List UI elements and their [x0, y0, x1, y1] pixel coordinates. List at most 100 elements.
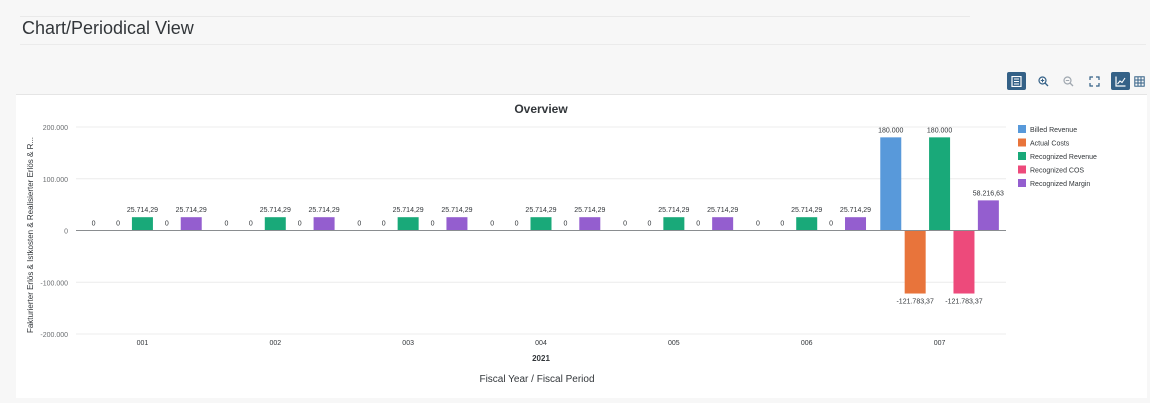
overview-chart: Overview 200.000 100.000 0 -100.000 -200.000…	[26, 102, 1097, 385]
data-label: 25.714,29	[393, 207, 424, 214]
legend-swatch[interactable]	[1018, 125, 1026, 133]
x-tick-label: 002	[269, 340, 281, 347]
data-label: 0	[563, 221, 567, 228]
data-label: 25.714,29	[441, 207, 472, 214]
data-label: 25.714,29	[176, 207, 207, 214]
legend-swatch[interactable]	[1018, 138, 1026, 147]
y-tick-label: -100.000	[40, 280, 68, 287]
data-label: 0	[116, 221, 120, 228]
legend-toggle-button[interactable]	[1007, 72, 1026, 90]
data-label: 0	[756, 221, 760, 228]
data-label: 25.714,29	[707, 207, 738, 214]
bar[interactable]	[880, 137, 902, 231]
legend-swatch[interactable]	[1018, 165, 1026, 174]
table-view-button[interactable]	[1130, 72, 1149, 90]
data-label: 0	[382, 221, 386, 228]
fullscreen-icon	[1089, 75, 1100, 87]
data-label: 58.216,63	[973, 190, 1004, 197]
data-label: 0	[225, 221, 229, 228]
bar[interactable]	[131, 217, 153, 231]
data-label: 0	[490, 221, 494, 228]
bar[interactable]	[712, 217, 734, 231]
data-label: -121.783,37	[896, 299, 933, 306]
bar[interactable]	[929, 137, 951, 231]
bar[interactable]	[397, 217, 419, 231]
chart-toolbar	[1007, 72, 1147, 91]
legend-swatch[interactable]	[1018, 179, 1026, 187]
fullscreen-button[interactable]	[1085, 72, 1104, 90]
legend-toggle-icon	[1011, 75, 1022, 87]
data-label: 0	[829, 221, 833, 228]
chart-view-button[interactable]	[1111, 72, 1130, 90]
data-label: 25.714,29	[574, 207, 605, 214]
x-tick-label: 003	[402, 340, 414, 347]
data-label: 25.714,29	[525, 207, 556, 214]
y-tick-label: -200.000	[40, 332, 68, 339]
legend-label[interactable]: Recognized Revenue	[1030, 154, 1097, 161]
page-title: Chart/Periodical View	[22, 18, 194, 38]
bar[interactable]	[953, 230, 975, 294]
data-label: 25.714,29	[127, 207, 158, 214]
data-labels: 0 0 25.714,29 0 25.714,29 0 0 25.714,29 0 25.714,…	[92, 127, 1004, 305]
bar[interactable]	[180, 217, 202, 231]
x-axis-group-label: 2021	[532, 354, 550, 363]
data-label: 0	[249, 221, 253, 228]
bar[interactable]	[446, 217, 468, 231]
bar[interactable]	[313, 217, 335, 231]
chart-title: Overview	[514, 102, 568, 116]
x-tick-label: 001	[137, 340, 149, 347]
legend-label[interactable]: Actual Costs	[1030, 141, 1070, 148]
bar[interactable]	[264, 217, 286, 231]
bar[interactable]	[663, 217, 685, 231]
x-axis-title: Fiscal Year / Fiscal Period	[479, 374, 594, 385]
data-label: 0	[357, 221, 361, 228]
data-label: 25.714,29	[260, 207, 291, 214]
zoom-out-button[interactable]	[1059, 72, 1078, 90]
data-label: 180.000	[878, 127, 903, 134]
data-label: 25.714,29	[791, 207, 822, 214]
data-label: 0	[515, 221, 519, 228]
data-label: 0	[780, 221, 784, 228]
data-label: 25.714,29	[658, 207, 689, 214]
data-label: 180.000	[927, 127, 952, 134]
data-label: 0	[165, 221, 169, 228]
data-label: 0	[648, 221, 652, 228]
x-tick-label: 006	[801, 340, 813, 347]
y-tick-label: 200.000	[43, 125, 68, 132]
y-axis-ticks: 200.000 100.000 0 -100.000 -200.000	[40, 125, 68, 339]
y-tick-label: 100.000	[43, 177, 68, 184]
zoom-in-button[interactable]	[1034, 72, 1053, 90]
zoom-out-icon	[1063, 75, 1074, 86]
x-axis-ticks: 001 002 003 004 005 006 007	[137, 340, 946, 347]
header-divider	[20, 16, 970, 17]
legend-label[interactable]: Billed Revenue	[1030, 127, 1077, 134]
chart-view-icon	[1115, 76, 1126, 87]
bar[interactable]	[530, 217, 552, 231]
bars	[131, 137, 999, 294]
bar[interactable]	[904, 230, 926, 294]
legend-label[interactable]: Recognized Margin	[1030, 181, 1090, 188]
bar[interactable]	[796, 217, 818, 231]
x-tick-label: 004	[535, 340, 547, 347]
bar[interactable]	[579, 217, 601, 231]
bar[interactable]	[977, 200, 999, 231]
chart-card: Overview 200.000 100.000 0 -100.000 -200.000…	[16, 94, 1147, 398]
y-tick-label: 0	[64, 229, 68, 236]
chart-legend: Billed Revenue Actual Costs Recognized Rev…	[1018, 125, 1097, 188]
bar[interactable]	[845, 217, 867, 231]
x-tick-label: 005	[668, 340, 680, 347]
x-tick-label: 007	[934, 340, 946, 347]
y-axis-title: Fakturierter Erlös & Istkosten & Realisi…	[26, 137, 35, 333]
data-label: 25.714,29	[309, 207, 340, 214]
zoom-in-icon	[1038, 75, 1049, 86]
data-label: 0	[298, 221, 302, 228]
data-label: 0	[92, 221, 96, 228]
title-divider	[20, 44, 1146, 45]
legend-label[interactable]: Recognized COS	[1030, 168, 1084, 175]
data-label: 0	[431, 221, 435, 228]
data-label: -121.783,37	[945, 299, 982, 306]
data-label: 0	[623, 221, 627, 228]
legend-swatch[interactable]	[1018, 152, 1026, 160]
data-label: 25.714,29	[840, 207, 871, 214]
data-label: 0	[696, 221, 700, 228]
